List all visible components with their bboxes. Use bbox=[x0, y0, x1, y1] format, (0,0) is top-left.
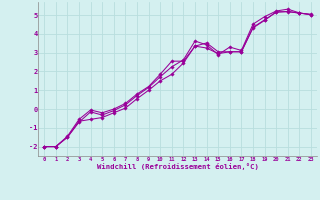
X-axis label: Windchill (Refroidissement éolien,°C): Windchill (Refroidissement éolien,°C) bbox=[97, 163, 259, 170]
